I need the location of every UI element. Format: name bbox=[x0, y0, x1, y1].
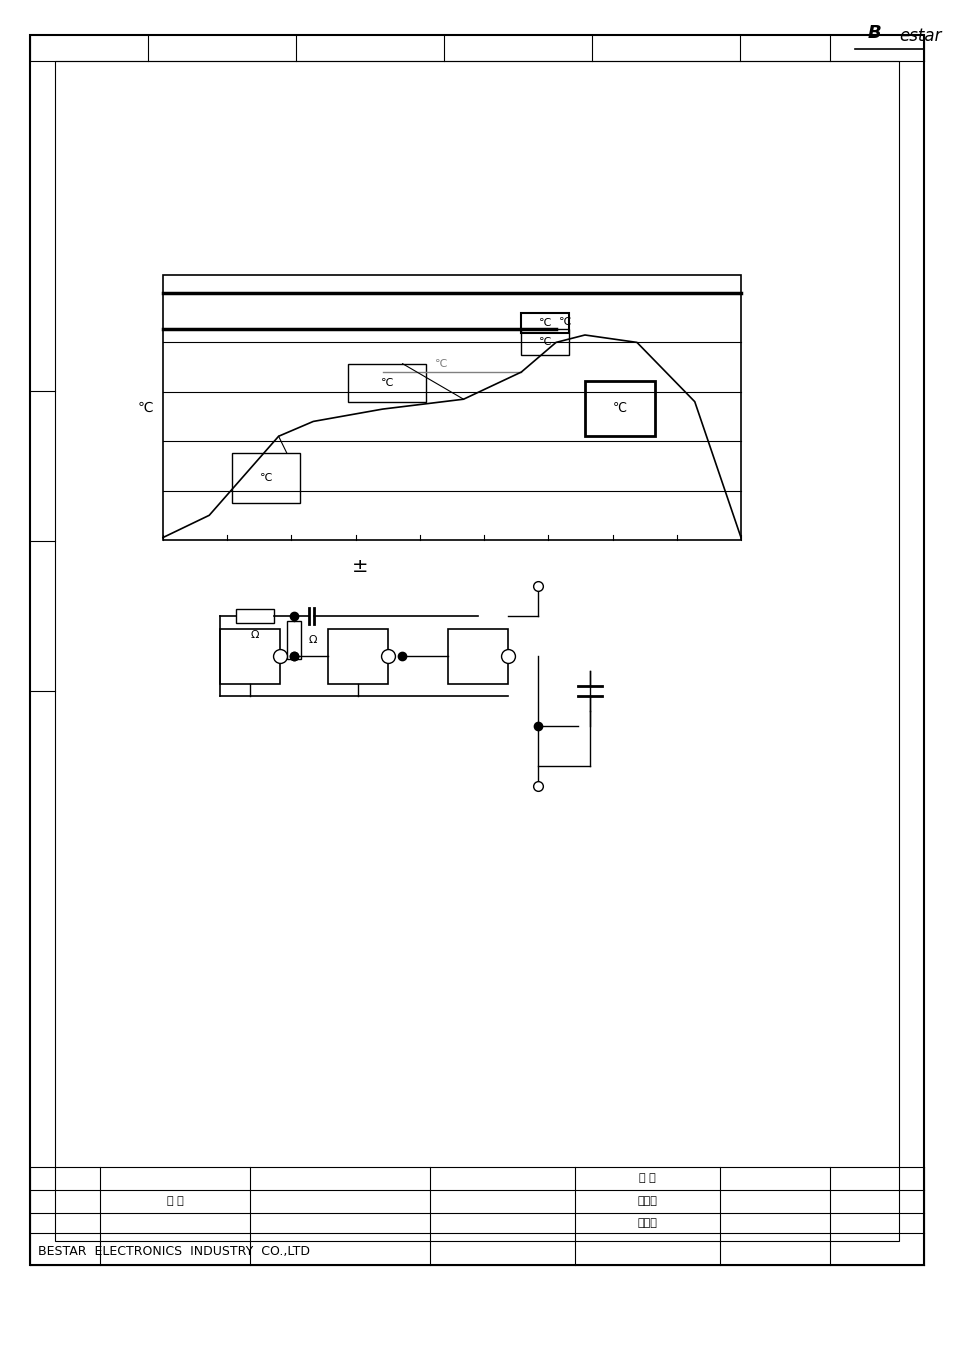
Text: ℃: ℃ bbox=[137, 400, 152, 415]
Bar bbox=[287, 621, 301, 659]
Text: 程久生: 程久生 bbox=[637, 1219, 657, 1228]
Text: ℃: ℃ bbox=[538, 336, 551, 347]
Bar bbox=[520, 312, 569, 332]
Bar bbox=[448, 628, 507, 684]
Bar bbox=[55, 61, 898, 1242]
Bar bbox=[233, 453, 300, 503]
Text: ℃: ℃ bbox=[612, 403, 626, 415]
Bar bbox=[163, 276, 740, 540]
Bar bbox=[235, 609, 274, 623]
Bar bbox=[348, 363, 425, 401]
Bar bbox=[328, 628, 388, 684]
Text: B: B bbox=[867, 24, 881, 42]
Text: Ω: Ω bbox=[309, 635, 317, 644]
Text: ℃: ℃ bbox=[380, 378, 393, 388]
Bar bbox=[584, 381, 655, 436]
Text: ℃: ℃ bbox=[435, 359, 447, 369]
Text: ℃: ℃ bbox=[558, 317, 571, 327]
Bar bbox=[520, 328, 569, 355]
Text: 高 正: 高 正 bbox=[167, 1196, 183, 1206]
Text: 高 正: 高 正 bbox=[639, 1173, 655, 1183]
Text: 杨红燊: 杨红燊 bbox=[637, 1196, 657, 1206]
Text: ±: ± bbox=[352, 557, 368, 576]
Bar bbox=[220, 628, 280, 684]
Text: ℃: ℃ bbox=[538, 317, 551, 327]
Text: BESTAR  ELECTRONICS  INDUSTRY  CO.,LTD: BESTAR ELECTRONICS INDUSTRY CO.,LTD bbox=[38, 1244, 310, 1258]
Text: ℃: ℃ bbox=[260, 473, 273, 482]
Text: Ω: Ω bbox=[251, 630, 259, 640]
Text: estar: estar bbox=[898, 27, 941, 45]
